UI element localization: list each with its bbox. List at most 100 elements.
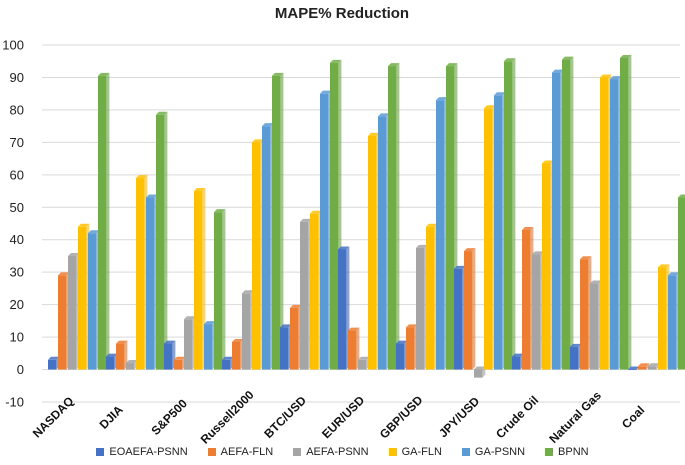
bar: [204, 321, 216, 370]
bar: [658, 264, 670, 370]
x-tick-label: Natural Gas: [546, 388, 604, 446]
legend-item: AEFA-PSNN: [293, 446, 369, 458]
bar: [214, 209, 226, 370]
bar: [580, 256, 592, 370]
legend-label: EOAEFA-PSNN: [109, 446, 188, 458]
bar: [106, 353, 118, 370]
bar: [552, 69, 564, 370]
legend-label: AEFA-FLN: [220, 446, 274, 458]
bar: [146, 194, 158, 370]
bar: [300, 218, 312, 370]
bar: [504, 58, 516, 370]
x-tick-label: Crude Oil: [493, 393, 541, 441]
bar: [280, 324, 292, 370]
y-tick-label: 20: [10, 297, 24, 312]
legend-swatch: [545, 448, 554, 457]
bar: [194, 188, 206, 370]
x-tick-label: BTC/USD: [261, 393, 309, 441]
bar: [638, 363, 650, 370]
bars: [48, 54, 685, 378]
bar: [378, 113, 390, 370]
bar: [368, 132, 380, 370]
bar: [610, 76, 622, 370]
bar: [648, 363, 660, 370]
y-tick-label: 80: [10, 102, 24, 117]
bar: [68, 252, 80, 370]
y-tick-label: 70: [10, 135, 24, 150]
bar: [116, 340, 128, 370]
legend-item: EOAEFA-PSNN: [96, 446, 188, 458]
x-tick-label: GBP/USD: [377, 393, 426, 442]
legend-label: GA-PSNN: [474, 446, 526, 458]
bar: [494, 92, 506, 370]
y-tick-label: 100: [2, 38, 24, 53]
legend-label: BPNN: [558, 446, 589, 458]
bar: [290, 304, 302, 370]
legend: EOAEFA-PSNN AEFA-FLN AEFA-PSNN GA-FLN GA-PSN…: [0, 446, 685, 458]
x-tick-label: EUR/USD: [319, 393, 367, 441]
bar: [474, 366, 486, 378]
bar: [272, 72, 284, 370]
y-tick-label: 60: [10, 167, 24, 182]
legend-swatch: [293, 448, 302, 457]
y-tick-label: 40: [10, 232, 24, 247]
bar: [522, 226, 534, 370]
legend-swatch: [461, 448, 470, 457]
legend-item: GA-FLN: [388, 446, 442, 458]
bar: [562, 56, 574, 370]
bar: [358, 356, 370, 370]
x-tick-label: Russell2000: [198, 387, 257, 446]
bar: [570, 343, 582, 370]
bar: [454, 265, 466, 370]
bar: [252, 139, 264, 370]
bar: [484, 105, 496, 370]
bar: [98, 72, 110, 370]
bar: [406, 324, 418, 370]
legend-item: GA-PSNN: [461, 446, 526, 458]
bar: [348, 327, 360, 370]
bar: [668, 272, 680, 370]
legend-item: AEFA-FLN: [207, 446, 274, 458]
bar: [600, 74, 612, 370]
bar: [310, 210, 322, 370]
x-tick-label: NASDAQ: [30, 394, 77, 441]
bar: [396, 340, 408, 370]
legend-swatch: [96, 448, 105, 457]
bar: [78, 223, 90, 370]
y-tick-label: 30: [10, 265, 24, 280]
bar: [242, 290, 254, 370]
bar: [338, 246, 350, 370]
legend-label: GA-FLN: [401, 446, 442, 458]
bar: [174, 356, 186, 370]
bar: [58, 272, 70, 370]
legend-item: BPNN: [545, 446, 589, 458]
bar: [320, 90, 332, 370]
bar: [512, 353, 524, 370]
y-tick-label: 90: [10, 70, 24, 85]
bar: [436, 97, 448, 370]
bar: [262, 123, 274, 370]
x-tick-label: Coal: [619, 403, 647, 431]
bar: [184, 316, 196, 370]
bar: [156, 111, 168, 370]
bar: [232, 338, 244, 370]
chart-title: MAPE% Reduction: [275, 5, 409, 22]
bar: [590, 280, 602, 370]
legend-swatch: [207, 448, 216, 457]
x-axis-ticks: NASDAQ DJIA S&P500 Russell2000 BTC/USD EUR/US…: [30, 387, 647, 446]
bar: [464, 248, 476, 370]
bar: [164, 340, 176, 370]
y-tick-label: 10: [10, 330, 24, 345]
x-tick-label: DJIA: [97, 402, 126, 431]
bar: [542, 160, 554, 370]
legend-swatch: [388, 448, 397, 457]
bar: [126, 360, 138, 370]
bar: [678, 194, 685, 370]
y-tick-label: 0: [17, 362, 24, 377]
y-tick-label: -10: [5, 395, 24, 410]
bar: [532, 251, 544, 370]
bar: [388, 63, 400, 370]
bar: [426, 223, 438, 370]
y-axis-ticks: -10 0 10 20 30 40 50 60 70 80 90 100: [2, 38, 24, 410]
